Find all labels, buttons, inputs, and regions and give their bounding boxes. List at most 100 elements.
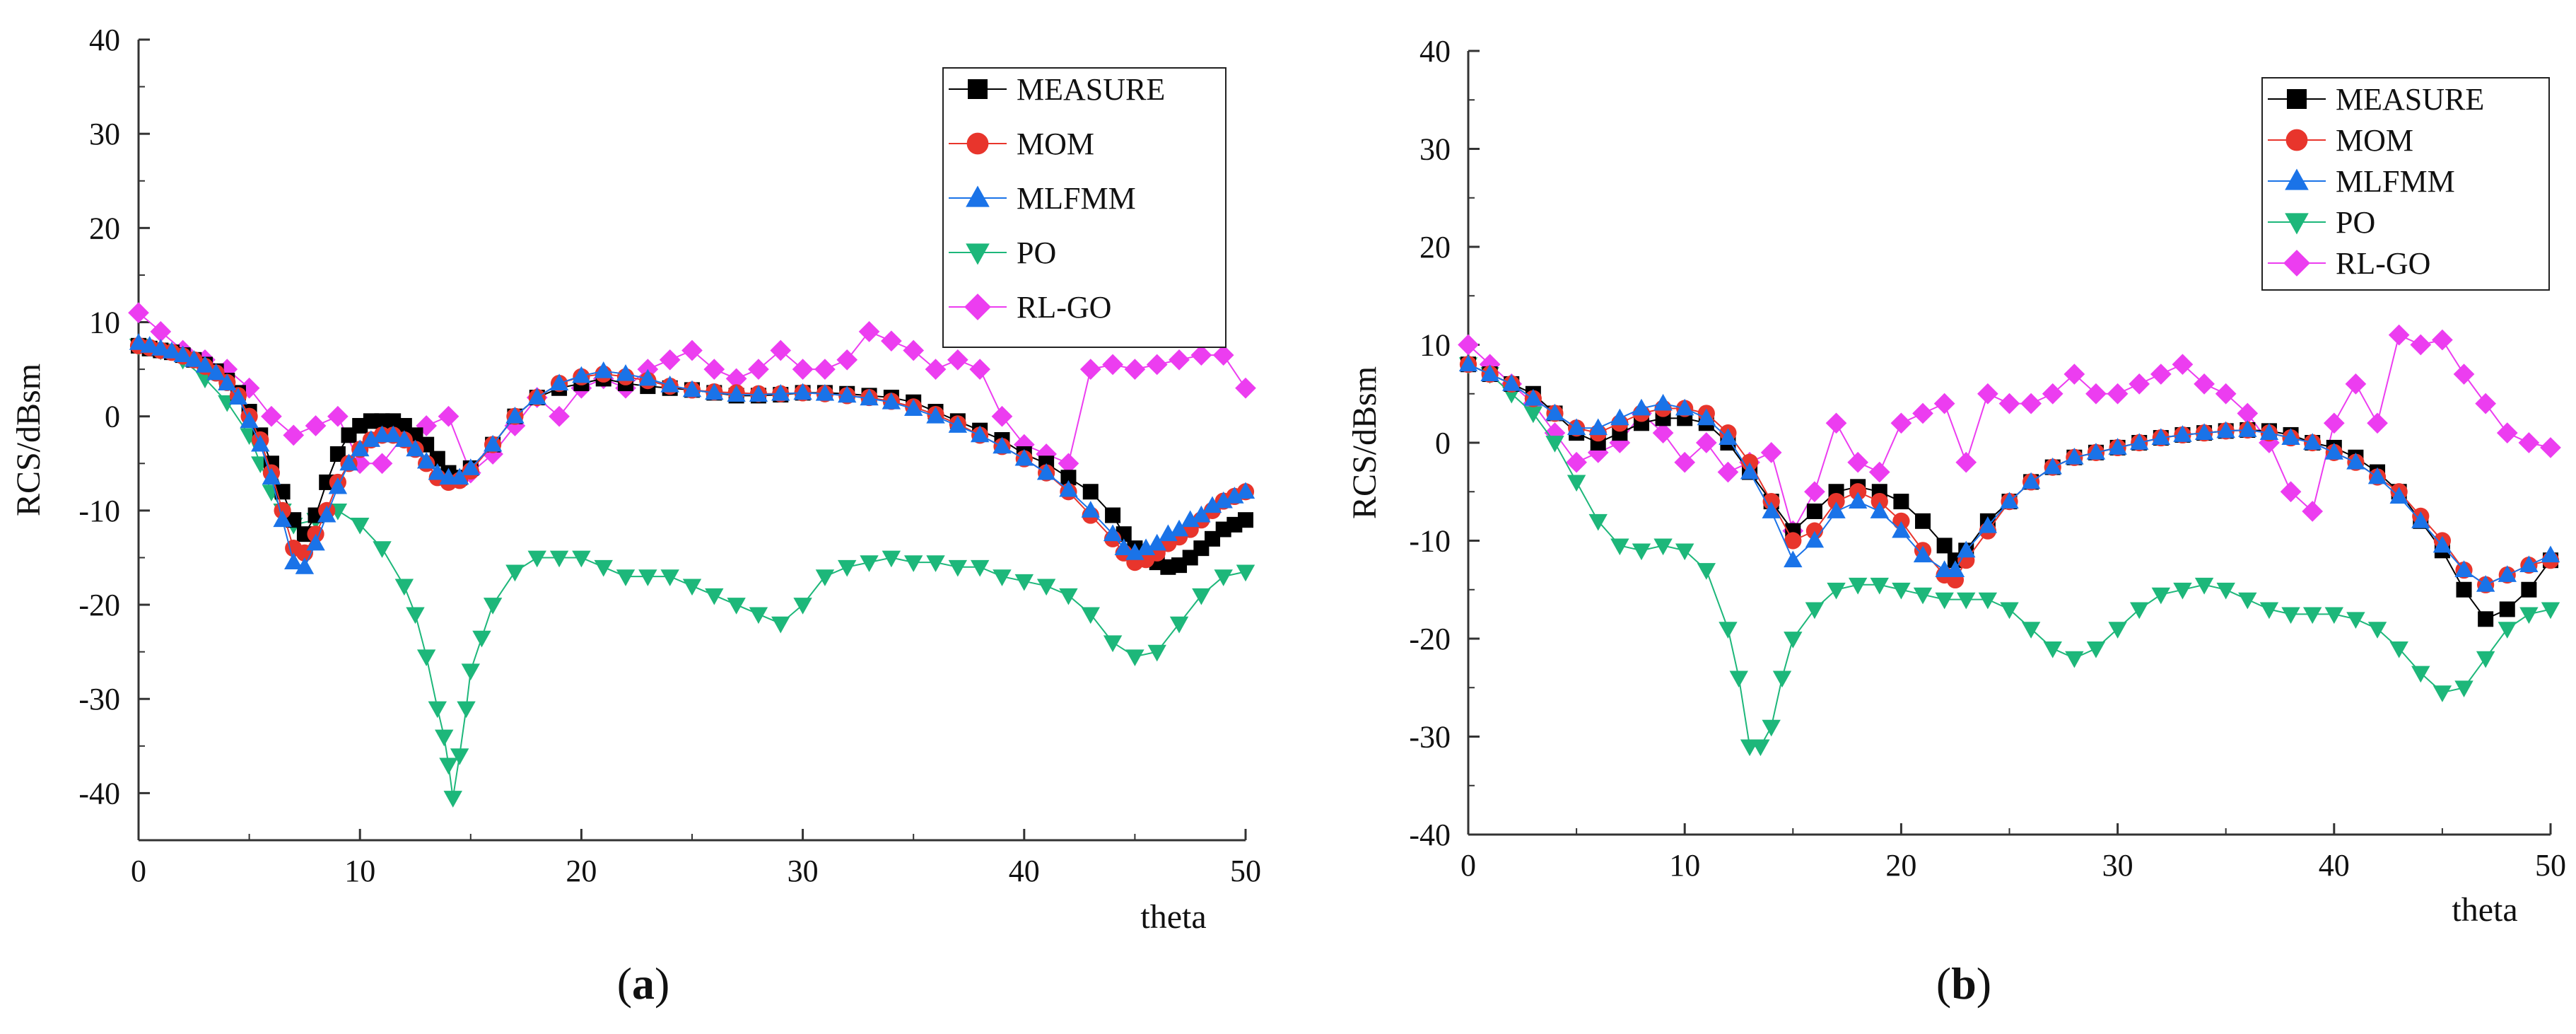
panel-a-mlfmm-point [838,385,857,403]
panel-a-po-point [838,559,857,577]
panel-a-rl-go-point [150,320,172,342]
panel-a-y-tick-label: 0 [105,400,120,434]
panel-a-mlfmm-point [1147,533,1166,551]
panel-b-mlfmm-point [1458,354,1478,372]
panel-b-mlfmm-point [2281,428,2300,445]
panel-a-mlfmm-point [218,373,237,390]
panel-a-po-point [860,555,879,572]
panel-b-mlfmm-point [2216,421,2235,438]
panel-b-rl-go-point [2367,412,2388,434]
panel-a-y-tick-label: 20 [89,211,120,245]
panel-b-mlfmm-point [1945,560,1965,577]
panel-b-legend-po-marker [2285,213,2309,235]
panel-b-mlfmm-point [1610,408,1629,426]
panel-b-mom-point [1849,483,1867,501]
panel-a-caption-close: ) [655,958,669,1009]
panel-b-mlfmm-point [2151,428,2171,445]
panel-b-series-mlfmm [1458,354,2560,592]
panel-b-mlfmm-point [2086,443,2106,460]
panel-a-po-point [1059,588,1078,605]
panel-a-rl-go-point [770,339,792,361]
panel-a-mlfmm-point [295,557,315,574]
panel-b-rl-go-point [2172,354,2194,376]
panel-b-mlfmm-point [1545,403,1564,421]
panel-a-caption-letter: a [632,958,655,1009]
panel-a-po-point [1192,588,1211,605]
panel-b-rl-go-point [1760,442,1782,463]
panel-b-mlfmm-point [2498,565,2517,582]
panel-b-mlfmm-point [2346,452,2365,470]
panel-b-po-point [2108,622,2127,639]
panel-a-mlfmm-point [406,439,425,457]
panel-b-rl-go-point [1933,393,1955,414]
panel-a-po-point [793,598,812,615]
panel-a-y-tick-label: -30 [78,682,120,716]
panel-a-mlfmm-point [162,342,182,359]
panel-b-mlfmm-point [2302,433,2322,450]
panel-b-rl-go-point [1890,412,1912,434]
panel-b-po-point [1978,592,1998,610]
panel-b-mlfmm-point [2021,472,2041,489]
panel-a-rl-go-point [1079,359,1101,380]
panel-a-y-tick-label: 40 [89,23,120,57]
panel-a-mlfmm-point [727,385,746,402]
panel-b-measure-point [2478,611,2494,627]
panel-a-series-mlfmm [129,333,1255,574]
panel-b-caption-open: ( [1936,958,1951,1009]
panel-b-po-point [1719,622,1738,639]
panel-b-po-point [2130,602,2149,620]
panel-a-mlfmm-point [1214,491,1233,509]
panel-a-rl-go-point [327,405,349,427]
panel-a-mlfmm-point [206,363,226,381]
panel-b-measure-point [1806,503,1822,519]
panel-b-rl-go-point [2302,501,2324,522]
panel-b-po-point [2086,641,2106,658]
panel-a-mlfmm-point [682,380,702,397]
panel-a-mlfmm-point [394,430,414,447]
panel-b-mlfmm-point [2519,555,2539,573]
panel-a-po-point [572,550,591,568]
panel-a-mlfmm-point [1114,538,1133,556]
panel-b-po-point [2173,582,2192,600]
panel-a-mlfmm-point [1225,487,1244,504]
panel-a-mlfmm-point [993,436,1012,454]
panel-a-y-tick-label: 30 [89,117,120,151]
panel-b-rl-go-point [2042,383,2063,405]
panel-b-caption-close: ) [1977,958,1991,1009]
panel-b-po-point [2194,577,2214,595]
panel-a-y-tick-label: -20 [78,588,120,622]
panel-a-legend-rl-go-label: RL-GO [1017,290,1111,325]
panel-a-mlfmm-point [1159,524,1178,542]
panel-b-y-tick-label: -40 [1409,818,1451,852]
panel-b-mom-point [1784,532,1802,550]
panel-b-measure-point [1893,494,1909,510]
panel-a-po-point [457,701,476,719]
panel-a-po-point [472,630,491,648]
panel-a-po-point [351,517,370,535]
panel-a-x-tick-label: 40 [1009,854,1040,888]
panel-a-mlfmm-point [173,345,192,363]
panel-a-rl-go-point [947,349,968,371]
panel-b-mlfmm-point [2108,438,2127,455]
panel-a-legend-mom-marker [966,132,989,155]
panel-a-rl-go-point [1058,453,1079,475]
panel-b-mom-point [1827,493,1845,511]
panel-a-po-point [1036,579,1056,596]
panel-a-mlfmm-point [228,388,248,405]
panel-a-rl-go-point [925,359,947,380]
panel-b-legend-mlfmm-label: MLFMM [2336,164,2455,199]
panel-a-po-point [373,541,392,558]
panel-a-po-point [483,598,503,615]
panel-a-mlfmm-point [1202,496,1222,513]
panel-a-legend-po-marker [966,243,990,265]
panel-a-po-point [527,550,546,568]
panel-a-po-point [638,569,657,586]
panel-b-po-point [2065,651,2084,668]
panel-a-mlfmm-point [749,385,768,402]
panel-a-rl-go-point [128,302,149,324]
panel-b-y-tick-label: 0 [1435,426,1451,460]
panel-b-rl-go-point [2388,324,2410,346]
panel-a-po-point [416,649,436,667]
panel-b-po-point [2519,607,2539,625]
panel-a-mlfmm-point [339,453,358,471]
